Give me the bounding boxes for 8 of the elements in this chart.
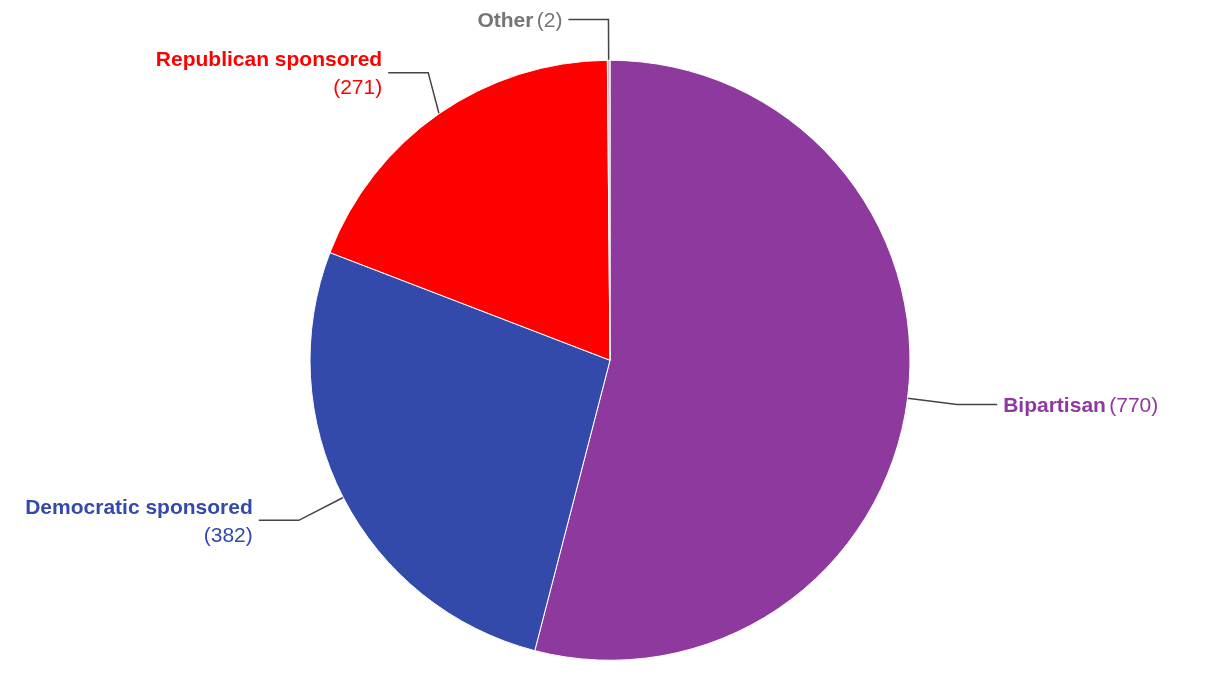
data-label: (2) <box>536 8 563 31</box>
data-label: (770) <box>1109 393 1159 417</box>
data-label: (271) <box>333 75 383 99</box>
data-label: (382) <box>203 522 253 546</box>
slice-label: Democratic sponsored <box>25 494 253 518</box>
slice-label: Bipartisan <box>1003 393 1106 417</box>
slice-label: Republican sponsored <box>155 47 383 71</box>
slice-label: Other <box>477 8 534 31</box>
